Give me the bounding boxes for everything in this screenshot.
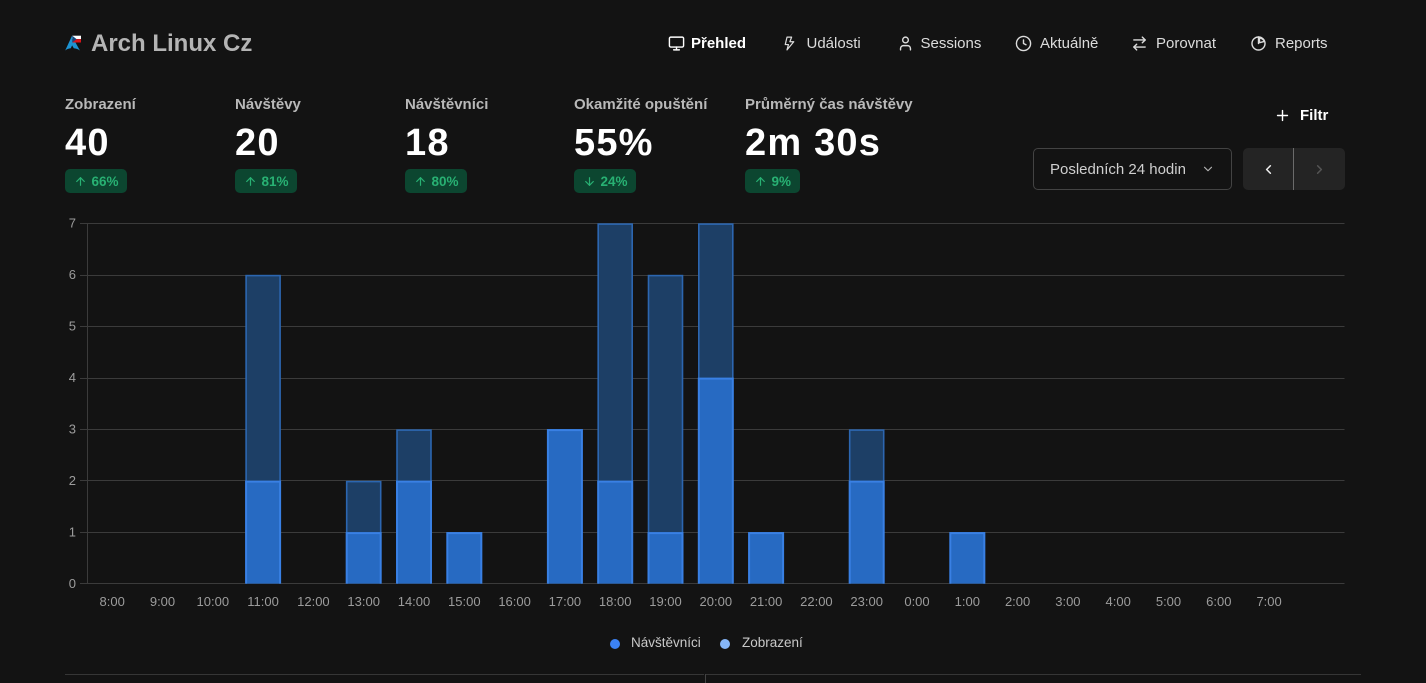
svg-text:0: 0 (69, 576, 76, 591)
svg-text:0:00: 0:00 (904, 594, 929, 609)
svg-text:1:00: 1:00 (955, 594, 980, 609)
svg-text:6: 6 (69, 267, 76, 282)
svg-text:7: 7 (69, 216, 76, 231)
svg-text:15:00: 15:00 (448, 594, 481, 609)
svg-text:5: 5 (69, 319, 76, 334)
svg-text:8:00: 8:00 (100, 594, 125, 609)
svg-text:17:00: 17:00 (549, 594, 582, 609)
svg-text:4:00: 4:00 (1106, 594, 1131, 609)
svg-text:6:00: 6:00 (1206, 594, 1231, 609)
svg-text:19:00: 19:00 (649, 594, 682, 609)
svg-text:14:00: 14:00 (398, 594, 431, 609)
svg-text:20:00: 20:00 (700, 594, 733, 609)
svg-text:23:00: 23:00 (850, 594, 883, 609)
svg-text:13:00: 13:00 (347, 594, 380, 609)
svg-text:21:00: 21:00 (750, 594, 783, 609)
svg-text:18:00: 18:00 (599, 594, 632, 609)
svg-text:4: 4 (69, 370, 76, 385)
svg-text:10:00: 10:00 (197, 594, 230, 609)
svg-text:3:00: 3:00 (1055, 594, 1080, 609)
svg-text:1: 1 (69, 525, 76, 540)
svg-text:22:00: 22:00 (800, 594, 833, 609)
svg-text:2:00: 2:00 (1005, 594, 1030, 609)
svg-text:3: 3 (69, 422, 76, 437)
svg-text:7:00: 7:00 (1256, 594, 1281, 609)
svg-text:5:00: 5:00 (1156, 594, 1181, 609)
svg-text:9:00: 9:00 (150, 594, 175, 609)
svg-text:16:00: 16:00 (498, 594, 531, 609)
svg-text:12:00: 12:00 (297, 594, 330, 609)
svg-text:2: 2 (69, 473, 76, 488)
svg-text:11:00: 11:00 (247, 594, 279, 609)
